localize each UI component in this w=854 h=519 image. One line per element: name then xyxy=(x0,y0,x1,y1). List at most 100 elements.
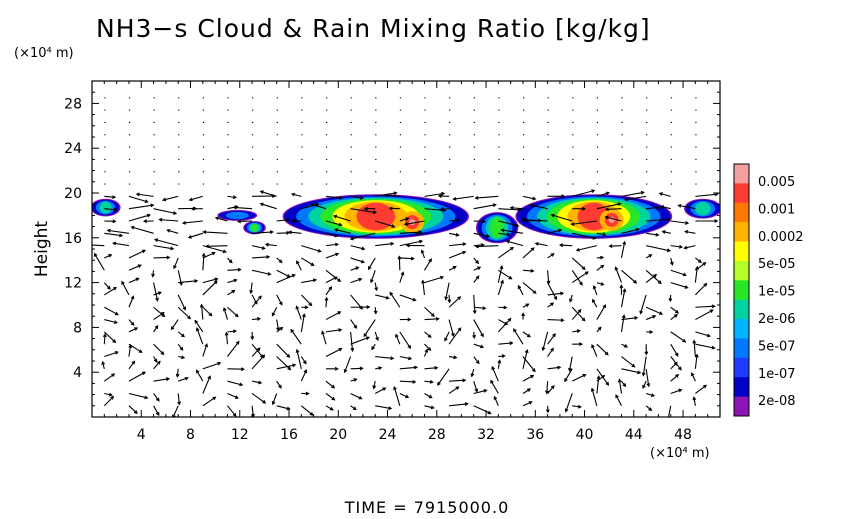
wind-vector xyxy=(177,393,180,405)
wind-vector-head xyxy=(184,376,189,381)
wind-vector xyxy=(350,232,376,240)
wind-vector xyxy=(522,356,536,372)
wind-vector-head xyxy=(653,274,658,278)
wind-vector-head xyxy=(452,266,457,270)
wind-vector xyxy=(188,232,203,239)
wind-vector-head xyxy=(577,404,582,409)
wind-vector xyxy=(252,318,260,321)
wind-vector-head xyxy=(545,409,550,414)
wind-vector xyxy=(103,373,115,382)
wind-vector xyxy=(128,264,142,271)
wind-vector-head xyxy=(614,266,619,271)
wind-vector-head xyxy=(291,219,296,223)
wind-vector xyxy=(128,277,139,284)
wind-vector-head xyxy=(305,391,310,396)
wind-vector xyxy=(596,282,604,286)
wind-vector xyxy=(153,208,177,215)
cloud-level xyxy=(99,201,112,214)
wind-vector xyxy=(565,393,573,412)
wind-vector-head xyxy=(286,353,291,358)
wind-vector-head xyxy=(111,373,116,378)
wind-vector-head xyxy=(112,339,117,344)
cloud-level xyxy=(695,201,711,216)
wind-vector-head xyxy=(350,347,355,352)
wind-vector xyxy=(498,208,521,211)
wind-vector-head xyxy=(403,222,408,226)
wind-vector xyxy=(670,389,682,394)
wind-vector-head xyxy=(146,213,151,218)
wind-vector xyxy=(596,304,606,320)
wind-vector xyxy=(128,327,138,333)
wind-vector-head xyxy=(550,302,555,307)
wind-vector-head xyxy=(622,288,627,293)
wind-vector xyxy=(393,386,401,406)
wind-vector-head xyxy=(108,254,113,258)
wind-vector-head xyxy=(208,312,213,317)
wind-vector-head xyxy=(170,326,175,331)
wind-vector-head xyxy=(259,190,264,194)
wind-vector xyxy=(202,280,218,296)
wind-vector xyxy=(350,278,362,284)
wind-vector-head xyxy=(617,202,622,207)
wind-vector-head xyxy=(359,196,364,200)
wind-vector xyxy=(571,220,597,225)
wind-vector xyxy=(334,228,351,234)
wind-vector-head xyxy=(525,303,530,308)
wind-vector-head xyxy=(262,400,267,404)
x-tick-label: 4 xyxy=(137,427,146,443)
wind-vector xyxy=(564,368,573,382)
wind-vector-head xyxy=(194,279,199,283)
wind-vector-head xyxy=(378,366,383,371)
wind-vector-head xyxy=(439,207,445,212)
wind-vector xyxy=(103,282,111,290)
wind-vector-head xyxy=(648,407,653,412)
wind-vector xyxy=(670,245,682,248)
wind-vector xyxy=(196,370,204,382)
wind-vector-head xyxy=(366,305,371,309)
wind-vector-head xyxy=(286,230,291,235)
y-axis-label: Height xyxy=(32,221,52,278)
wind-vector-head xyxy=(421,279,425,284)
x-axis-unit: (×10⁴ m) xyxy=(650,446,710,461)
x-tick-label: 44 xyxy=(625,427,643,443)
wind-vector xyxy=(522,388,531,394)
wind-vector xyxy=(670,314,678,320)
wind-vector xyxy=(167,229,179,234)
wind-vector-head xyxy=(405,394,410,399)
wind-vector-head xyxy=(674,352,679,357)
y-tick-label: 12 xyxy=(64,276,82,292)
wind-vector xyxy=(522,269,534,272)
wind-vector-head xyxy=(170,246,175,251)
wind-vector xyxy=(415,232,425,235)
wind-vector xyxy=(625,195,647,201)
wind-vector xyxy=(596,203,621,210)
wind-vector xyxy=(153,325,159,333)
wind-vector-head xyxy=(190,206,195,211)
wind-vector xyxy=(350,367,363,370)
wind-vector xyxy=(153,405,160,416)
wind-vector xyxy=(448,386,459,394)
wind-vector xyxy=(693,340,696,357)
wind-vector-head xyxy=(286,274,291,278)
wind-vector-head xyxy=(199,303,204,308)
x-tick-label: 40 xyxy=(576,427,594,443)
cloud-level xyxy=(225,211,249,220)
wind-vector-head xyxy=(591,344,595,349)
wind-vector-head xyxy=(490,379,494,384)
wind-vector-head xyxy=(144,395,149,400)
wind-vector xyxy=(572,232,596,239)
wind-vector-head xyxy=(441,191,446,196)
wind-vector-head xyxy=(692,396,697,401)
wind-vector xyxy=(344,356,352,373)
wind-vector-head xyxy=(371,346,375,351)
wind-vector xyxy=(375,242,394,247)
wind-vector xyxy=(225,332,228,345)
wind-vector xyxy=(202,252,215,259)
wind-vector-head xyxy=(133,410,138,414)
wind-vector-head xyxy=(224,331,229,336)
wind-vector xyxy=(620,315,625,332)
wind-vector xyxy=(572,189,595,197)
wind-vector-head xyxy=(558,243,564,248)
wind-vector-head xyxy=(154,324,159,329)
wind-vector xyxy=(128,204,154,210)
